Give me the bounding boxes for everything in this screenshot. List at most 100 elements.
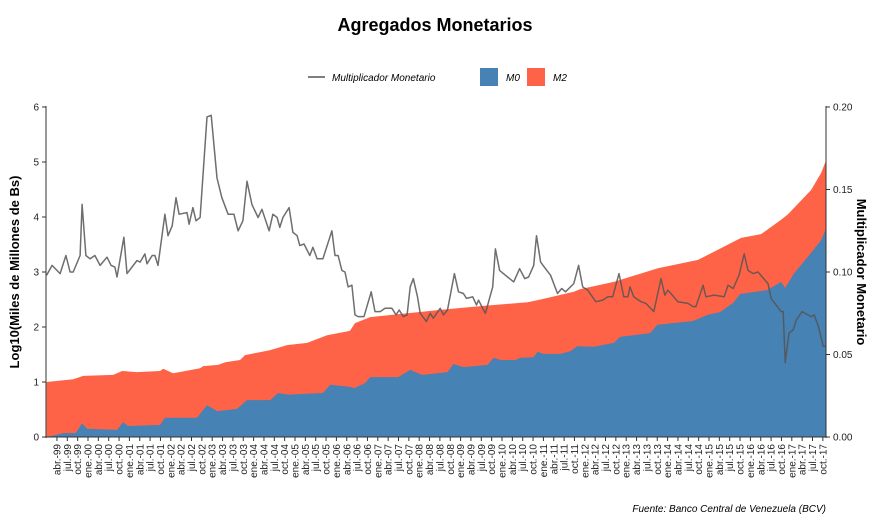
x-tick-label: jul.-12: [601, 444, 612, 473]
y-axis-title-left: Log10(Miles de Millones de Bs): [7, 176, 22, 369]
x-tick-label: abr.-00: [94, 444, 105, 476]
legend-label-multiplicador: Multiplicador Monetario: [332, 73, 436, 84]
legend-label-m2: M2: [553, 73, 567, 84]
legend-swatch-m0: [480, 68, 498, 86]
y-tick-label-left: 5: [33, 158, 39, 169]
x-tick-label: oct.-16: [777, 444, 788, 475]
x-tick-label: oct.-02: [197, 444, 208, 475]
x-tick-label: jul.-13: [642, 444, 653, 473]
x-tick-label: jul.-03: [228, 444, 239, 473]
y-tick-label-right: 0.00: [833, 433, 853, 444]
y-tick-label-left: 1: [33, 378, 39, 389]
x-tick-label: abr.-99: [53, 444, 64, 476]
area-layer: [46, 159, 827, 438]
x-tick-label: ene.-02: [166, 444, 177, 478]
y-tick-label-right: 0.10: [833, 268, 853, 279]
x-tick-label: jul.-01: [146, 444, 157, 473]
x-tick-label: abr.-11: [549, 444, 560, 475]
x-tick-label: abr.-05: [301, 444, 312, 476]
x-tick-label: oct.-11: [570, 444, 581, 474]
x-tick-label: ene.-07: [373, 444, 384, 478]
x-tick-label: oct.-00: [115, 444, 126, 475]
x-tick-label: abr.-14: [674, 444, 685, 476]
x-tick-label: oct.-09: [487, 444, 498, 475]
x-tick-label: oct.-15: [736, 444, 747, 475]
x-tick-label: jul.-16: [767, 444, 778, 473]
x-tick-label: abr.-09: [467, 444, 478, 476]
x-tick-label: oct.-13: [653, 444, 664, 475]
x-tick-label: oct.-05: [322, 444, 333, 475]
x-tick-label: ene.-03: [208, 444, 219, 478]
axes: 0 1 2 3 4 5 6 0.00 0.05 0.10 0.15 0.20 abr.-99 jul.-9…: [33, 103, 852, 478]
x-tick-label: ene.-01: [125, 444, 136, 478]
x-tick-label: jul.-15: [725, 444, 736, 473]
x-tick-label: oct.-17: [818, 444, 829, 475]
x-tick-label: jul.-08: [435, 444, 446, 473]
y-tick-label-right: 0.05: [833, 350, 853, 361]
x-tick-label: abr.-17: [798, 444, 809, 476]
y-tick-label-right: 0.15: [833, 185, 853, 196]
x-tick-label: jul.-06: [353, 444, 364, 473]
x-tick-label: oct.-01: [156, 444, 167, 475]
x-tick-label: oct.-99: [73, 444, 84, 475]
x-tick-label: abr.-08: [425, 444, 436, 476]
x-tick-label: ene.-13: [622, 444, 633, 478]
x-tick-label: oct.-04: [280, 444, 291, 475]
x-tick-label: ene.-11: [539, 444, 550, 478]
y-tick-label-left: 6: [33, 103, 39, 114]
x-tick-label: jul.-02: [187, 444, 198, 473]
x-tick-label: abr.-01: [135, 444, 146, 476]
x-tick-label: abr.-07: [384, 444, 395, 476]
legend-swatch-m2: [527, 68, 545, 86]
x-tick-label: abr.-16: [756, 444, 767, 476]
x-tick-label: abr.-04: [260, 444, 271, 476]
x-tick-label: abr.-15: [715, 444, 726, 476]
x-tick-label: jul.-99: [63, 444, 74, 473]
x-tick-label: ene.-16: [746, 444, 757, 478]
source-note: Fuente: Banco Central de Venezuela (BCV): [632, 504, 826, 515]
x-tick-label: abr.-03: [218, 444, 229, 476]
x-tick-label: jul.-17: [808, 444, 819, 473]
x-tick-label: oct.-14: [694, 444, 705, 475]
x-tick-label: jul.-09: [477, 444, 488, 473]
x-tick-label: ene.-14: [663, 444, 674, 478]
x-tick-label: oct.-08: [446, 444, 457, 475]
x-tick-label: ene.-08: [415, 444, 426, 478]
x-tick-label: jul.-11: [560, 444, 571, 472]
x-tick-label: oct.-07: [404, 444, 415, 475]
x-tick-label: abr.-12: [591, 444, 602, 476]
x-tick-label: oct.-10: [529, 444, 540, 475]
x-tick-label: ene.-00: [84, 444, 95, 478]
x-tick-label: oct.-06: [363, 444, 374, 475]
x-tick-label: jul.-14: [684, 444, 695, 473]
x-tick-label: jul.-00: [104, 444, 115, 473]
x-tick-label: abr.-13: [632, 444, 643, 476]
x-tick-label: ene.-12: [580, 444, 591, 478]
x-tick-label: ene.-15: [705, 444, 716, 478]
x-tick-label: jul.-05: [311, 444, 322, 473]
chart-title: Agregados Monetarios: [337, 15, 532, 35]
x-tick-label: jul.-07: [394, 444, 405, 473]
x-tick-label: oct.-12: [611, 444, 622, 475]
y-tick-label-left: 4: [33, 213, 39, 224]
area-m0: [46, 228, 827, 437]
x-tick-label: ene.-06: [332, 444, 343, 478]
x-tick-label: ene.-10: [498, 444, 509, 478]
y-tick-label-right: 0.20: [833, 103, 853, 114]
line-multiplicador-monetario: [45, 114, 827, 364]
x-tick-label: abr.-10: [508, 444, 519, 476]
x-tick-label: jul.-04: [270, 444, 281, 473]
line-layer: [45, 114, 827, 364]
x-tick-label: ene.-05: [291, 444, 302, 478]
x-tick-label: abr.-02: [177, 444, 188, 476]
x-tick-label: ene.-17: [787, 444, 798, 478]
y-tick-label-left: 0: [33, 433, 39, 444]
x-tick-label: jul.-10: [518, 444, 529, 473]
y-axis-title-right: Multiplicador Monetario: [854, 199, 869, 346]
y-tick-label-left: 2: [33, 323, 39, 334]
legend-label-m0: M0: [506, 73, 520, 84]
x-tick-label: ene.-04: [249, 444, 260, 478]
x-tick-label: ene.-09: [456, 444, 467, 478]
legend: Multiplicador Monetario M0 M2: [308, 68, 567, 86]
